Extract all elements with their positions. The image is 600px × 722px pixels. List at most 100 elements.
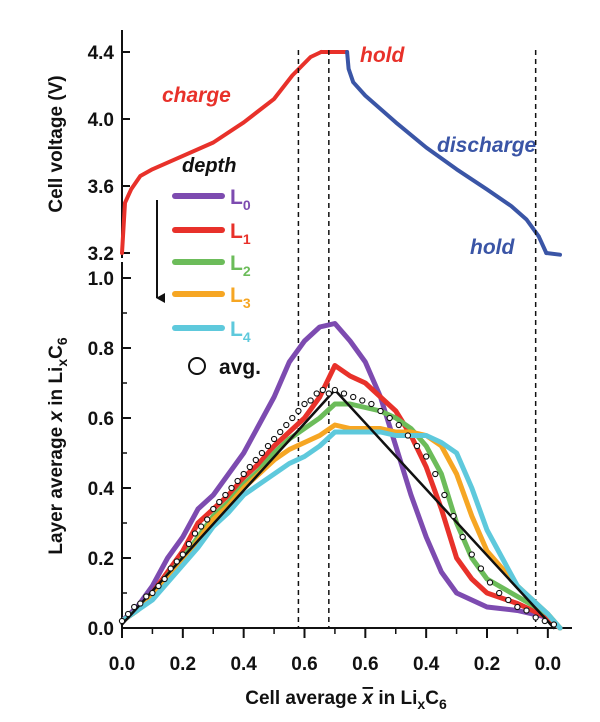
avg-marker <box>137 600 144 607</box>
avg-marker <box>325 390 332 397</box>
bottom-y-tick-label: 0.4 <box>88 479 115 500</box>
avg-marker <box>210 505 217 513</box>
avg-marker <box>246 463 253 471</box>
voltage-hold-line <box>544 251 562 257</box>
bottom-y-tick-label: 0.6 <box>88 409 114 430</box>
avg-marker <box>486 579 494 586</box>
avg-marker <box>289 414 296 422</box>
avg-marker <box>359 397 366 404</box>
layer-L0-line <box>119 321 563 631</box>
avg-marker <box>252 456 259 464</box>
avg-marker <box>283 421 290 429</box>
legend-entry-label: L4 <box>230 318 251 345</box>
top-panel: 3.2 3.6 4.0 4.4 Cell voltage (V) charge hol… <box>46 30 562 265</box>
avg-marker <box>468 551 475 558</box>
avg-marker <box>234 477 241 485</box>
bottom-y-tick-label: 0.0 <box>88 619 114 640</box>
avg-marker <box>423 453 430 460</box>
avg-marker <box>185 540 193 548</box>
bottom-y-tick-label: 1.0 <box>88 269 114 290</box>
avg-marker <box>505 596 512 604</box>
avg-marker <box>550 621 558 628</box>
avg-marker <box>386 414 393 422</box>
avg-marker <box>350 393 357 401</box>
avg-marker <box>331 386 339 394</box>
avg-marker <box>197 523 205 530</box>
voltage-discharge-line <box>345 50 549 255</box>
layer-L1-line <box>119 363 563 631</box>
avg-marker <box>477 565 485 572</box>
avg-marker <box>301 400 308 408</box>
legend-avg-marker <box>188 357 206 375</box>
bottom-y-axis-title: Layer average x in LixC6 <box>46 337 70 555</box>
avg-marker <box>541 617 548 625</box>
discharge-annotation: discharge <box>437 134 537 157</box>
avg-marker <box>368 400 375 408</box>
x-tick-label: 0.0 <box>109 654 135 675</box>
legend-entry-label: L2 <box>230 252 251 279</box>
avg-marker <box>179 551 186 558</box>
avg-marker <box>124 610 132 618</box>
avg-marker <box>441 491 448 499</box>
avg-marker <box>377 407 384 415</box>
x-tick-label: 0.0 <box>535 654 561 675</box>
avg-marker <box>240 470 247 478</box>
avg-marker <box>432 470 439 478</box>
x-tick-label: 0.2 <box>170 654 196 675</box>
bottom-y-tick-label: 0.8 <box>88 339 114 360</box>
avg-marker <box>523 607 530 614</box>
hold-annotation-bottom: hold <box>470 236 515 259</box>
top-y-tick-label: 4.0 <box>88 110 114 131</box>
charge-annotation: charge <box>162 84 231 107</box>
avg-marker <box>258 449 266 457</box>
legend-avg-label: avg. <box>219 356 261 379</box>
bottom-y-ticks: 0.0 0.2 0.4 0.6 0.8 1.0 <box>88 269 131 640</box>
legend-entry-label: L0 <box>230 186 251 213</box>
top-y-ticks: 3.2 3.6 4.0 4.4 <box>88 43 130 265</box>
avg-marker <box>264 442 272 450</box>
avg-marker <box>340 390 348 397</box>
avg-marker <box>228 484 235 492</box>
bottom-series-group <box>119 321 563 631</box>
legend-entries: L0 L1 L2 L3 L4 <box>172 186 251 345</box>
bottom-y-tick-label: 0.2 <box>88 549 114 570</box>
avg-marker <box>319 386 326 394</box>
avg-marker <box>459 533 466 541</box>
avg-marker <box>173 558 180 565</box>
top-y-tick-label: 3.6 <box>88 177 114 198</box>
x-ticks: 0.0 0.2 0.4 0.6 0.6 0.4 0.2 0.0 <box>109 628 561 675</box>
avg-marker <box>222 491 229 499</box>
reference-lines <box>297 50 537 628</box>
avg-marker <box>307 397 314 404</box>
legend-entry-label: L3 <box>230 284 251 311</box>
avg-marker <box>413 442 421 450</box>
avg-marker <box>216 498 223 506</box>
avg-markers <box>118 386 558 628</box>
avg-marker <box>143 593 150 600</box>
layer-L4-line <box>119 429 563 631</box>
avg-marker <box>532 614 539 621</box>
avg-marker <box>313 390 320 397</box>
avg-marker <box>161 575 168 583</box>
x-tick-label: 0.4 <box>230 654 257 675</box>
avg-marker <box>295 407 302 415</box>
top-y-axis-title: Cell voltage (V) <box>46 75 67 212</box>
bottom-panel: 0.0 0.2 0.4 0.6 0.8 1.0 0.0 0.2 0.4 0.6 0.6 0.4 0.2… <box>46 50 572 712</box>
avg-marker <box>167 565 174 572</box>
avg-marker <box>118 617 126 625</box>
x-tick-label: 0.2 <box>474 654 500 675</box>
avg-marker <box>404 432 412 439</box>
voltage-charge-line <box>120 50 324 255</box>
legend-entry-label: L1 <box>230 220 251 247</box>
x-axis-title: Cell average x in LixC6 <box>245 688 447 712</box>
avg-marker <box>496 589 503 597</box>
legend: depth L0 L1 L2 L3 L4 avg. <box>156 155 261 379</box>
hold-annotation-top: hold <box>360 44 405 67</box>
x-tick-label: 0.6 <box>291 654 317 675</box>
avg-marker <box>277 428 284 436</box>
x-tick-label: 0.4 <box>413 654 440 675</box>
avg-marker <box>270 435 278 443</box>
avg-marker <box>149 589 156 597</box>
top-y-tick-label: 4.4 <box>88 43 115 64</box>
